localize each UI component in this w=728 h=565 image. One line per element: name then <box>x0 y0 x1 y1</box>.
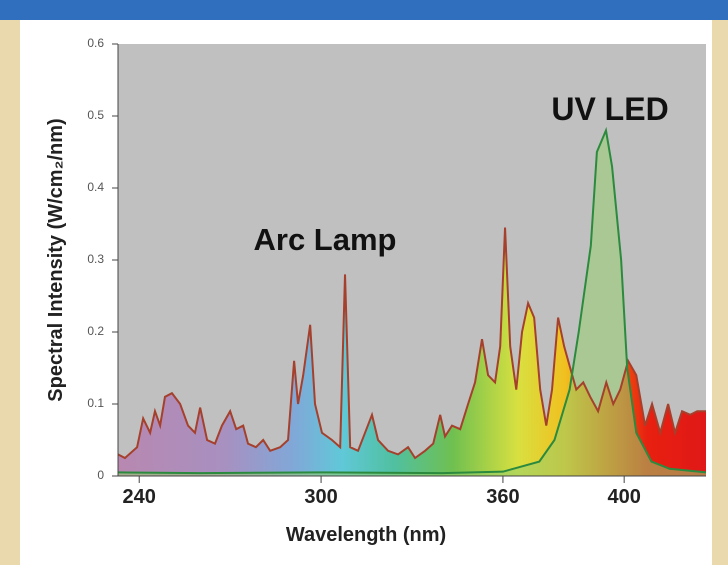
x-tick-label: 240 <box>123 486 156 508</box>
annotation: UV LED <box>551 91 668 127</box>
y-tick-label: 0.1 <box>87 396 104 410</box>
x-tick-label: 300 <box>304 486 337 508</box>
x-tick-label: 400 <box>607 486 640 508</box>
x-axis-title: Wavelength (nm) <box>286 524 446 546</box>
series-line <box>117 227 706 460</box>
annotation: Arc Lamp <box>254 222 397 257</box>
y-tick-label: 0 <box>97 468 104 482</box>
y-axis-title: Spectral Intensity (W/cm₂/nm) <box>45 118 67 401</box>
y-tick-label: 0.6 <box>87 36 104 50</box>
y-tick-label: 0.3 <box>87 252 104 266</box>
y-tick-label: 0.5 <box>87 108 104 122</box>
y-tick-label: 0.4 <box>87 180 104 194</box>
header-bar <box>0 0 728 20</box>
led-fill <box>118 130 706 476</box>
x-tick-label: 360 <box>486 486 519 508</box>
series-line <box>117 126 707 475</box>
y-tick-label: 0.2 <box>87 324 104 338</box>
spectrum-fill <box>118 227 706 476</box>
